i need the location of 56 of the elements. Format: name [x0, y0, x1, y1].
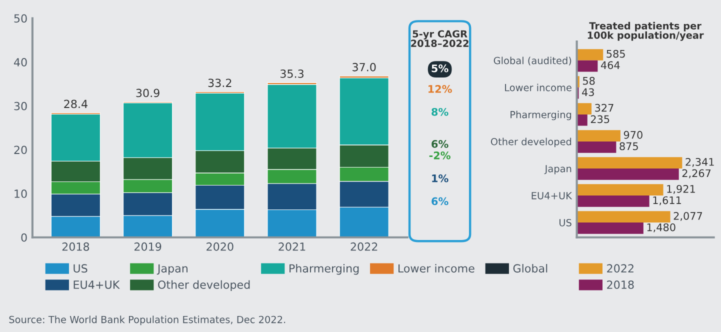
- total-label: 35.3: [280, 69, 304, 78]
- data-label: 585: [606, 50, 625, 58]
- legend-label: 2018: [607, 280, 634, 289]
- legend-label: EU4+UK: [74, 280, 120, 289]
- y-tick-label: 0: [21, 233, 27, 242]
- y-tick-label: Other developed: [490, 138, 572, 148]
- y-tick-label: 30: [14, 102, 27, 110]
- text: 5%: [432, 64, 448, 72]
- text: 6%: [432, 140, 448, 148]
- total-label: 33.2: [208, 78, 232, 88]
- data-label: 1,611: [653, 196, 681, 206]
- data-label: 1,921: [667, 184, 695, 194]
- total-label: 28.4: [64, 100, 88, 108]
- data-label: 2,267: [682, 169, 711, 178]
- y-tick-label: 20: [14, 146, 27, 154]
- text: 8%: [432, 108, 448, 116]
- legend-label: Other developed: [158, 280, 250, 292]
- data-label: 2,077: [674, 212, 702, 221]
- y-tick-label: Global (audited): [494, 56, 572, 66]
- text: -2%: [429, 151, 450, 160]
- x-tick-label: 2019: [134, 242, 162, 251]
- legend-label: 2022: [607, 264, 634, 273]
- data-label: 2,341: [686, 158, 714, 167]
- total-label: 30.9: [136, 88, 160, 98]
- data-label: 464: [600, 61, 620, 70]
- text: 12%: [428, 85, 452, 93]
- x-tick-label: 2021: [278, 242, 306, 251]
- data-label: 970: [624, 130, 642, 139]
- x-tick-label: 2022: [350, 242, 378, 251]
- y-tick-label: Pharmerging: [510, 110, 572, 120]
- y-tick-label: 40: [14, 58, 27, 66]
- text: 1%: [432, 174, 448, 182]
- legend-label: Lower income: [398, 264, 474, 273]
- x-tick-label: 2020: [206, 242, 234, 251]
- y-tick-label: Lower income: [505, 84, 572, 92]
- data-label: 58: [582, 76, 595, 85]
- data-label: 43: [582, 88, 594, 96]
- data-label: 1,480: [647, 223, 676, 232]
- x-tick-label: 2018: [62, 242, 90, 251]
- legend-label: US: [74, 264, 88, 273]
- y-tick-label: US: [559, 219, 572, 226]
- source-note: Source: The World Bank Population Estimates, Dec 2022.: [9, 316, 286, 326]
- total-label: 37.0: [352, 62, 376, 72]
- data-label: 875: [620, 142, 638, 150]
- y-tick-label: 50: [14, 14, 27, 23]
- text: 5-yr CAGR 2018–2022: [411, 30, 468, 48]
- chart-title: Treated patients per 100k population/year: [588, 22, 704, 41]
- data-label: 327: [595, 104, 614, 112]
- legend-label: Japan: [156, 264, 188, 275]
- data-label: 235: [590, 115, 610, 124]
- y-tick-label: EU4+UK: [532, 192, 572, 200]
- legend-label: Pharmerging: [290, 264, 359, 275]
- y-tick-label: Japan: [544, 165, 572, 174]
- text: 6%: [432, 197, 448, 206]
- legend-label: Global: [513, 264, 548, 273]
- y-tick-label: 10: [14, 190, 27, 198]
